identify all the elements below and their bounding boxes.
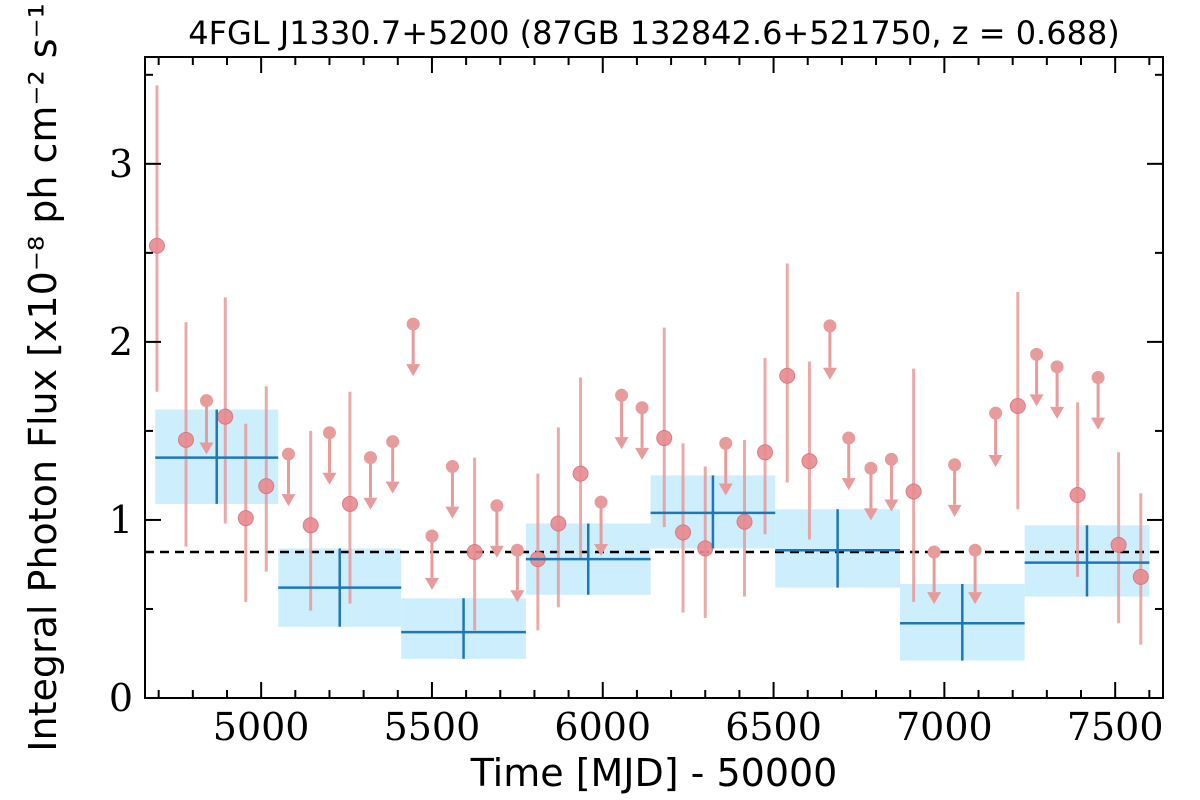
upper-limit-marker	[948, 458, 962, 472]
detection-point	[1110, 536, 1127, 553]
upper-limit-marker	[719, 436, 733, 450]
detection-point	[302, 517, 319, 534]
upper-limit-marker	[1050, 360, 1064, 374]
upper-limit-arrow	[614, 437, 629, 450]
upper-limit-marker	[823, 319, 837, 333]
detection-point	[801, 453, 818, 470]
detection-point	[1009, 397, 1026, 414]
detection-point	[572, 465, 589, 482]
y-tick-label: 0	[109, 676, 133, 720]
upper-limit-arrow	[424, 577, 439, 590]
x-tick-label: 6000	[554, 705, 651, 749]
detection-point	[550, 515, 567, 532]
detection-point	[237, 510, 254, 527]
upper-limit-arrow	[947, 504, 962, 517]
upper-limit-marker	[594, 495, 608, 509]
upper-limit-arrow	[445, 506, 460, 519]
upper-limit-arrow	[1029, 394, 1044, 407]
y-tick-label: 2	[109, 320, 133, 364]
detection-point	[148, 237, 165, 254]
y-tick-label: 1	[109, 498, 133, 542]
upper-limit-arrow	[594, 543, 609, 556]
x-axis-label: Time [MJD] - 50000	[470, 751, 838, 795]
upper-limit-marker	[842, 431, 856, 445]
upper-limit-marker	[445, 460, 459, 474]
upper-limit-marker	[363, 451, 377, 465]
x-tick-label: 6500	[725, 705, 822, 749]
upper-limit-marker	[884, 452, 898, 466]
upper-limit-arrow	[510, 590, 525, 603]
detection-point	[466, 543, 483, 560]
upper-limit-marker	[989, 406, 1003, 420]
upper-limit-arrow	[406, 364, 421, 377]
x-tick-label: 5000	[213, 705, 310, 749]
x-tick-label: 7000	[896, 705, 993, 749]
chart-title: 4FGL J1330.7+5200 (87GB 132842.6+521750,…	[188, 14, 1120, 52]
detection-point	[736, 513, 753, 530]
upper-limit-marker	[510, 543, 524, 557]
upper-limit-arrow	[884, 499, 899, 512]
detection-point	[341, 495, 358, 512]
upper-limit-arrow	[718, 483, 733, 496]
upper-limit-marker	[490, 499, 504, 513]
upper-limit-arrow	[363, 497, 378, 510]
upper-limit-arrow	[1091, 417, 1106, 430]
upper-limit-arrow	[635, 447, 650, 460]
upper-limit-arrow	[322, 472, 337, 485]
detection-point	[1132, 568, 1149, 585]
detection-point	[177, 431, 194, 448]
upper-limit-arrow	[199, 442, 214, 455]
y-axis-label: Integral Photon Flux [x10⁻⁸ ph cm⁻² s⁻¹]	[21, 0, 65, 752]
upper-limit-marker	[927, 545, 941, 559]
upper-limit-arrow	[863, 508, 878, 521]
plot-frame	[144, 56, 1164, 699]
detection-point	[675, 524, 692, 541]
upper-limit-marker	[406, 317, 420, 331]
detection-point	[656, 430, 673, 447]
x-tick-label: 7500	[1067, 705, 1164, 749]
plot-area: 5000 5500 6000 6500 7000 7500 0 1 2 3	[109, 56, 1164, 749]
upper-limit-arrow	[927, 592, 942, 605]
upper-limit-arrow	[281, 494, 296, 507]
upper-limit-marker	[864, 461, 878, 475]
y-tick-label: 3	[109, 142, 133, 186]
upper-limit-arrow	[988, 454, 1003, 467]
upper-limit-marker	[281, 447, 295, 461]
detection-point	[779, 367, 796, 384]
x-tick-label: 5500	[384, 705, 481, 749]
upper-limit-marker	[386, 435, 400, 449]
upper-limit-arrow	[385, 481, 400, 494]
detection-point	[757, 444, 774, 461]
upper-limit-arrow	[968, 592, 983, 605]
upper-limit-marker	[635, 401, 649, 415]
upper-limit-marker	[615, 388, 629, 402]
upper-limit-marker	[199, 394, 213, 408]
upper-limit-arrow	[841, 478, 856, 491]
detection-point	[697, 540, 714, 557]
upper-limit-marker	[968, 543, 982, 557]
upper-limit-arrow	[822, 367, 837, 380]
detection-point	[217, 408, 234, 425]
upper-limit-arrow	[1050, 406, 1065, 419]
upper-limit-marker	[1030, 347, 1044, 361]
upper-limit-marker	[1091, 371, 1105, 384]
detection-point	[1069, 487, 1086, 504]
upper-limit-arrow	[489, 545, 504, 558]
detection-point	[905, 483, 922, 500]
detection-point	[258, 478, 275, 495]
upper-limit-marker	[425, 529, 439, 543]
upper-limit-marker	[322, 426, 336, 440]
